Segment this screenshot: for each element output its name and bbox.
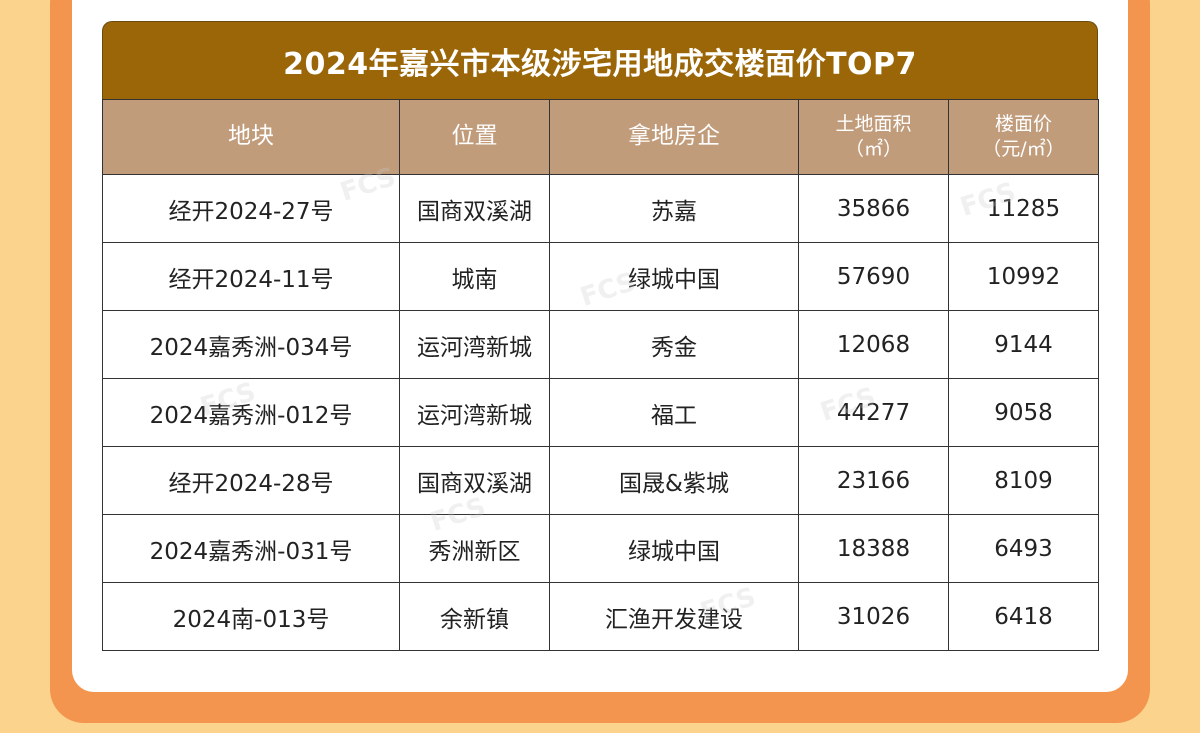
cell-price: 10992 xyxy=(948,242,1099,311)
cell-area: 31026 xyxy=(798,582,949,651)
cell-plot: 经开2024-27号 xyxy=(102,174,400,243)
cell-location: 城南 xyxy=(399,242,550,311)
cell-location: 秀洲新区 xyxy=(399,514,550,583)
header-area-unit: （㎡） xyxy=(844,138,902,160)
cell-area: 57690 xyxy=(798,242,949,311)
cell-plot: 2024嘉秀洲-012号 xyxy=(102,378,400,447)
cell-location: 余新镇 xyxy=(399,582,550,651)
cell-area: 44277 xyxy=(798,378,949,447)
header-location: 位置 xyxy=(399,99,550,175)
table-row: 2024嘉秀洲-012号 运河湾新城 福工 44277 9058 xyxy=(102,378,1099,447)
cell-developer: 秀金 xyxy=(549,310,799,379)
ranking-table: 2024年嘉兴市本级涉宅用地成交楼面价TOP7 地块 位置 拿地房企 土地面积 … xyxy=(102,21,1099,651)
header-area: 土地面积 （㎡） xyxy=(798,99,949,175)
cell-plot: 2024嘉秀洲-031号 xyxy=(102,514,400,583)
cell-plot: 经开2024-28号 xyxy=(102,446,400,515)
cell-location: 运河湾新城 xyxy=(399,378,550,447)
header-developer: 拿地房企 xyxy=(549,99,799,175)
cell-developer: 福工 xyxy=(549,378,799,447)
header-row: 地块 位置 拿地房企 土地面积 （㎡） 楼面价 （元/㎡） xyxy=(102,99,1099,175)
table-row: 2024嘉秀洲-034号 运河湾新城 秀金 12068 9144 xyxy=(102,310,1099,379)
cell-plot: 经开2024-11号 xyxy=(102,242,400,311)
cell-developer: 苏嘉 xyxy=(549,174,799,243)
cell-area: 35866 xyxy=(798,174,949,243)
table-title: 2024年嘉兴市本级涉宅用地成交楼面价TOP7 xyxy=(102,21,1098,99)
cell-area: 12068 xyxy=(798,310,949,379)
cell-price: 8109 xyxy=(948,446,1099,515)
cell-developer: 绿城中国 xyxy=(549,514,799,583)
cell-location: 国商双溪湖 xyxy=(399,174,550,243)
table-row: 2024南-013号 余新镇 汇渔开发建设 31026 6418 xyxy=(102,582,1099,651)
table-row: 经开2024-28号 国商双溪湖 国晟&紫城 23166 8109 xyxy=(102,446,1099,515)
header-price: 楼面价 （元/㎡） xyxy=(948,99,1099,175)
cell-location: 运河湾新城 xyxy=(399,310,550,379)
cell-developer: 绿城中国 xyxy=(549,242,799,311)
cell-price: 6418 xyxy=(948,582,1099,651)
cell-location: 国商双溪湖 xyxy=(399,446,550,515)
cell-plot: 2024嘉秀洲-034号 xyxy=(102,310,400,379)
cell-price: 11285 xyxy=(948,174,1099,243)
header-plot: 地块 xyxy=(102,99,400,175)
cell-plot: 2024南-013号 xyxy=(102,582,400,651)
header-price-unit: （元/㎡） xyxy=(982,138,1065,160)
header-area-label: 土地面积 xyxy=(835,113,912,136)
cell-price: 6493 xyxy=(948,514,1099,583)
cell-area: 18388 xyxy=(798,514,949,583)
table-row: 2024嘉秀洲-031号 秀洲新区 绿城中国 18388 6493 xyxy=(102,514,1099,583)
cell-developer: 汇渔开发建设 xyxy=(549,582,799,651)
cell-price: 9144 xyxy=(948,310,1099,379)
header-price-label: 楼面价 xyxy=(994,113,1052,136)
data-table: 地块 位置 拿地房企 土地面积 （㎡） 楼面价 （元/㎡） 经开2024-27号… xyxy=(102,99,1099,651)
cell-area: 23166 xyxy=(798,446,949,515)
table-row: 经开2024-11号 城南 绿城中国 57690 10992 xyxy=(102,242,1099,311)
cell-price: 9058 xyxy=(948,378,1099,447)
cell-developer: 国晟&紫城 xyxy=(549,446,799,515)
table-row: 经开2024-27号 国商双溪湖 苏嘉 35866 11285 xyxy=(102,174,1099,243)
